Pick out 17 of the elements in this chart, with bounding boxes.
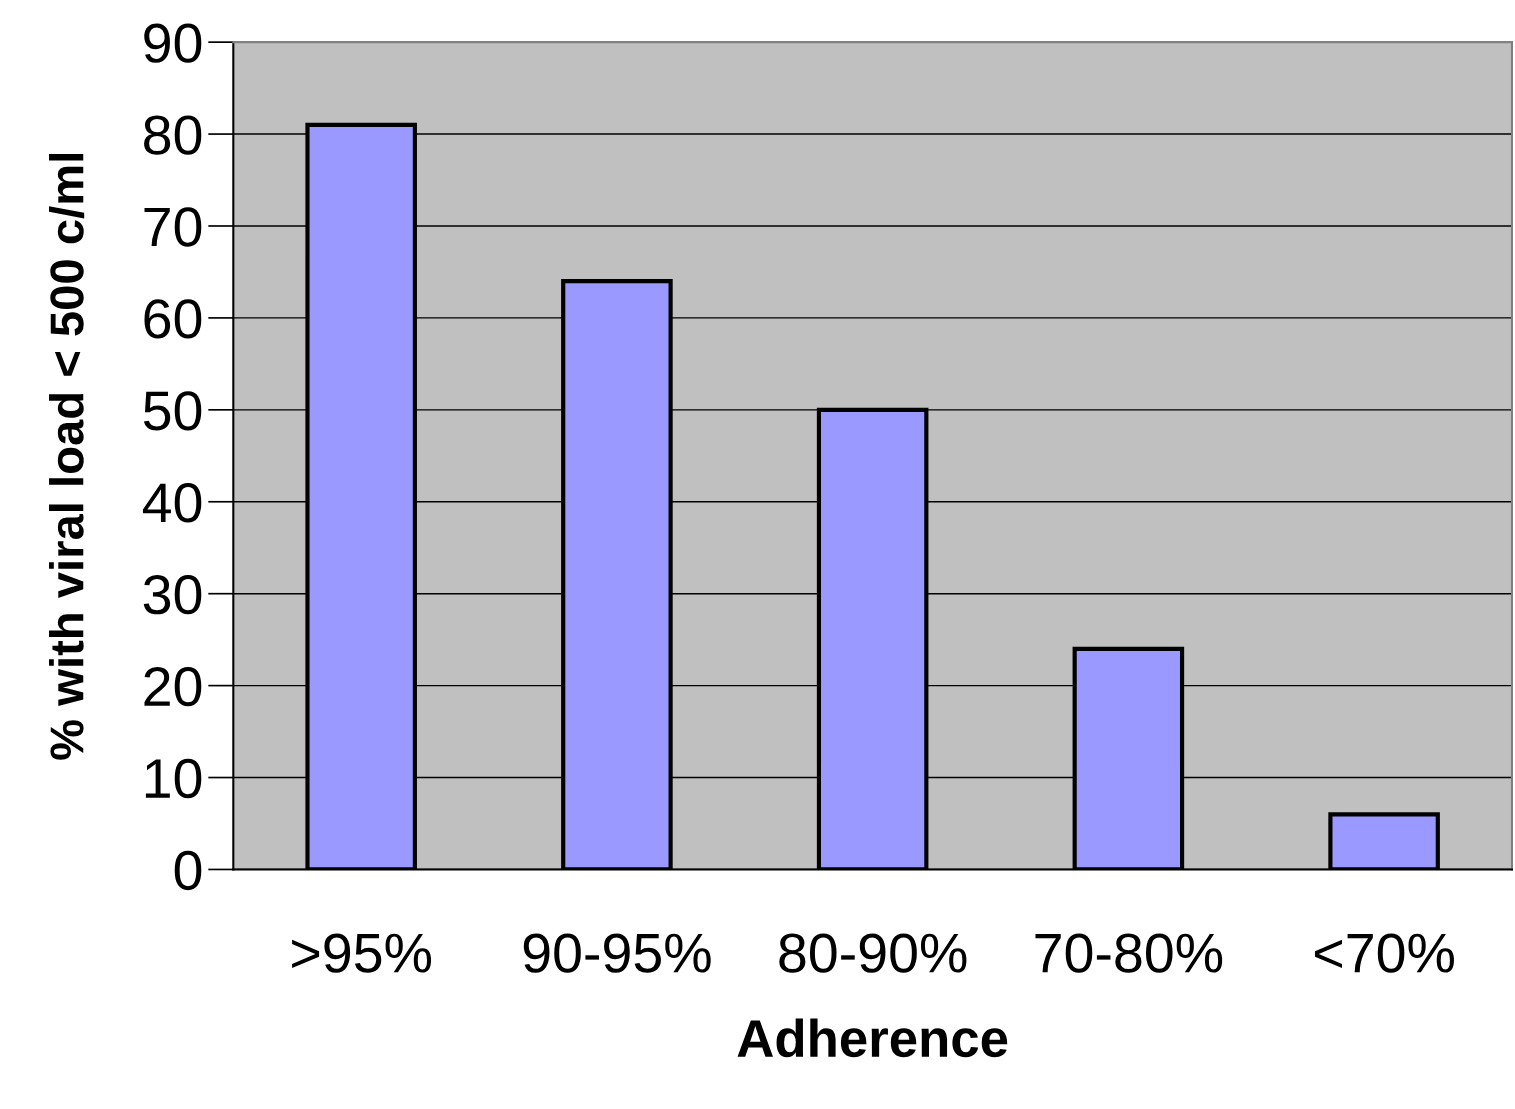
x-tick-label: 70-80% — [1035, 933, 1223, 973]
x-tick-label: <70% — [1315, 933, 1454, 973]
y-tick-label: 10 — [145, 758, 202, 799]
y-axis-title: % with viral load < 500 c/ml — [49, 154, 85, 760]
y-tick-label: 20 — [144, 666, 202, 707]
y-tick-label: 0 — [174, 850, 202, 891]
y-tick-label: 50 — [143, 391, 202, 431]
y-tick-label: 90 — [144, 23, 202, 63]
y-tick-label: 40 — [142, 483, 202, 523]
x-axis-title: Adherence — [737, 1018, 1008, 1058]
y-tick-label: 80 — [144, 115, 202, 155]
y-tick-label: 60 — [144, 299, 202, 339]
y-tick-label: 30 — [143, 575, 202, 615]
x-tick-label: >95% — [292, 933, 432, 973]
x-tick-label: 80-90% — [779, 933, 967, 973]
x-tick-label: 90-95% — [523, 933, 711, 973]
y-tick-label: 70 — [144, 207, 202, 247]
